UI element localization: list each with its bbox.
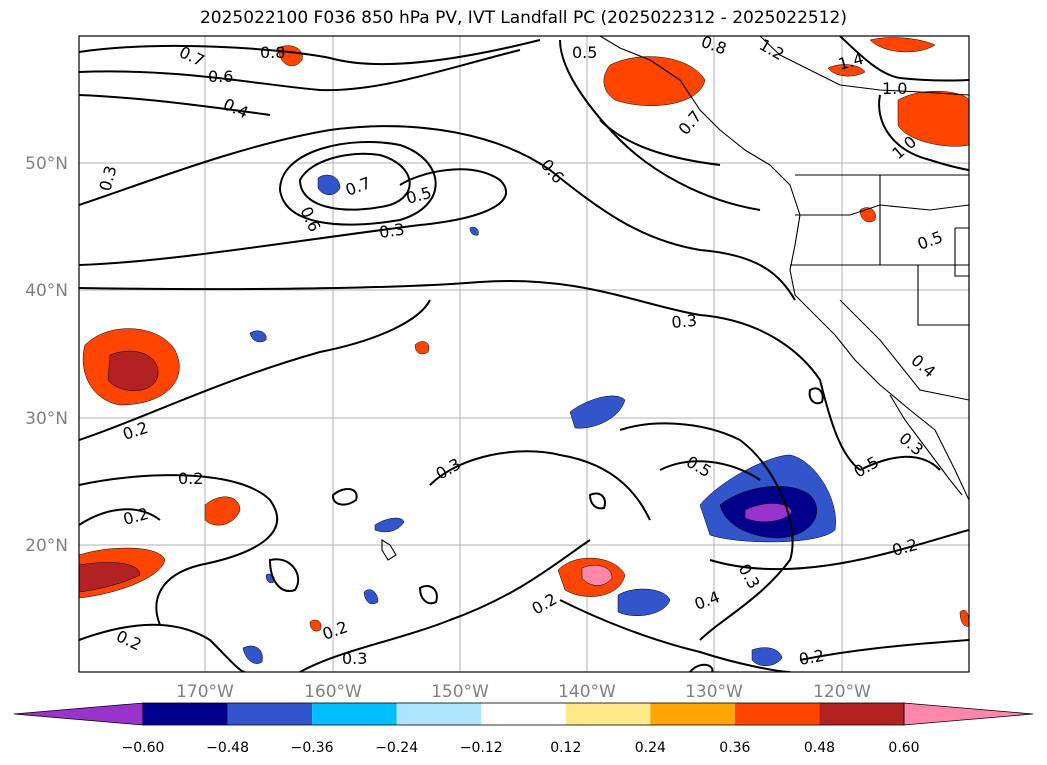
colorbar-segment (481, 703, 566, 725)
contour-label: 0.3 (342, 649, 367, 668)
colorbar-tick-label: 0.12 (550, 740, 581, 756)
lat-label: 20°N (25, 536, 68, 556)
colorbar-extend-max (903, 702, 1034, 726)
lon-label: 140°W (558, 682, 616, 702)
colorbar-tick-label: −0.48 (206, 740, 249, 756)
longitude-labels: 170°W 160°W 150°W 140°W 130°W 120°W (176, 682, 871, 702)
lon-label: 130°W (685, 682, 743, 702)
colorbar-tick-label: −0.36 (291, 740, 334, 756)
map-frame (78, 35, 970, 673)
lat-label: 50°N (25, 154, 68, 174)
lon-label: 120°W (813, 682, 871, 702)
colorbar-segment (312, 703, 397, 725)
lat-label: 30°N (25, 409, 68, 429)
contour-label: 0.2 (178, 469, 203, 488)
colorbar-tick-label: 0.24 (635, 740, 666, 756)
colorbar-tick-label: 0.48 (804, 740, 835, 756)
map-title: 2025022100 F036 850 hPa PV, IVT Landfall… (199, 8, 847, 28)
negative-pv-fill (242, 174, 836, 666)
positive-pv-fill (79, 37, 969, 632)
lat-label: 40°N (25, 281, 68, 301)
colorbar-segment (565, 703, 651, 725)
contour-label: 0.2 (797, 646, 825, 669)
contour-label: 1.0 (882, 79, 907, 98)
colorbar-extend-min (13, 702, 144, 726)
colorbar-segment (396, 703, 482, 725)
colorbar-segment (734, 703, 820, 725)
contour-label: 0.3 (378, 220, 406, 242)
lon-label: 150°W (431, 682, 489, 702)
contour-label: 0.3 (671, 311, 698, 332)
colorbar-tick-label: 0.36 (719, 740, 750, 756)
colorbar-tick-label: −0.60 (122, 740, 165, 756)
contour-label: 0.8 (260, 43, 285, 62)
colorbar-segment (819, 703, 904, 725)
colorbar-segment (143, 703, 228, 725)
lon-label: 160°W (304, 682, 362, 702)
colorbar-tick-label: −0.12 (460, 740, 503, 756)
contour-label: 0.6 (208, 67, 233, 86)
pv-contours (79, 36, 969, 672)
latitude-labels: 50°N 40°N 30°N 20°N (25, 154, 68, 556)
colorbar-segment (227, 703, 313, 725)
lon-label: 170°W (176, 682, 234, 702)
colorbar-segment (650, 703, 735, 725)
coastline (381, 36, 969, 561)
colorbar-tick-label: 0.60 (888, 740, 919, 756)
colorbar-frame (142, 702, 905, 726)
colorbar-tick-label: −0.24 (375, 740, 418, 756)
contour-label: 0.5 (572, 43, 597, 62)
colorbar: −0.60 −0.48 −0.36 −0.24 −0.12 0.12 0.24 0.36 0.4… (13, 702, 1034, 756)
